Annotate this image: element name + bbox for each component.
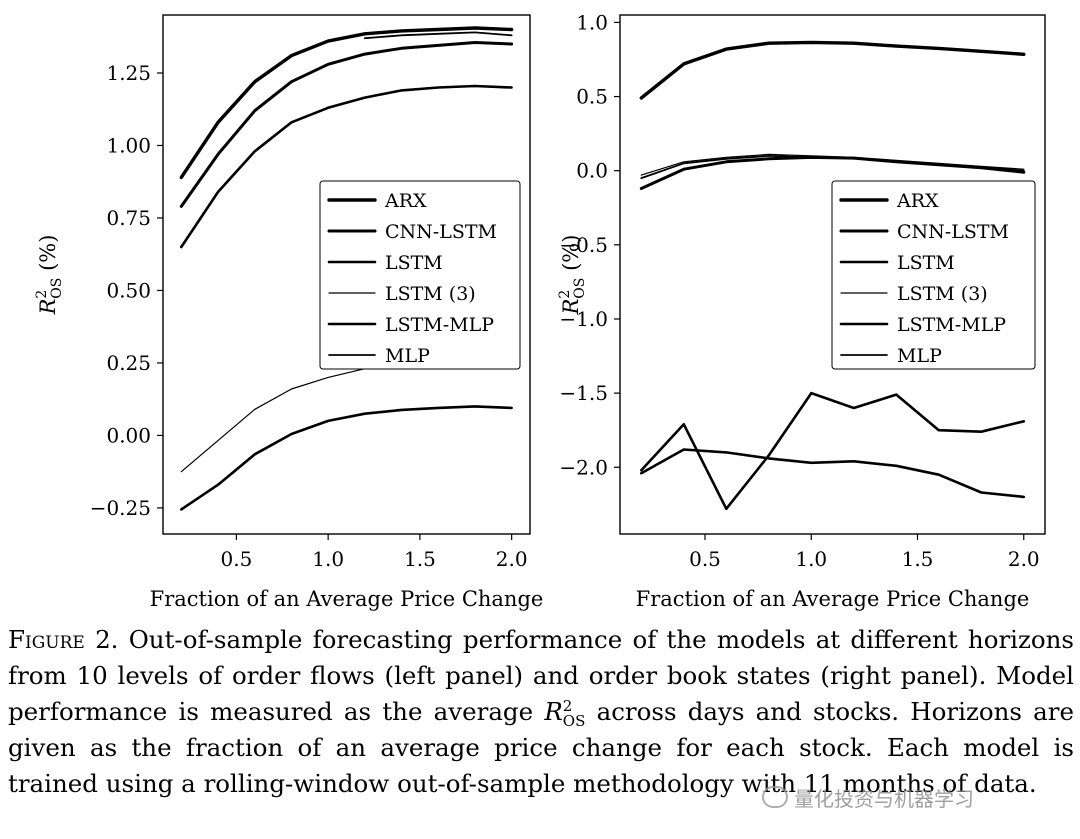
x-tick-label: 2.0: [496, 547, 528, 571]
legend-label: LSTM-MLP: [385, 314, 494, 336]
legend-label: MLP: [897, 345, 942, 367]
series-line-mlp: [640, 155, 1025, 179]
watermark: 量化投资与机器学习: [762, 780, 1062, 814]
x-tick-label: 1.5: [902, 547, 934, 571]
y-axis-label: R2OS (%): [557, 235, 588, 316]
y-tick-label: −1.0: [559, 307, 608, 331]
x-axis-label: Fraction of an Average Price Change: [150, 587, 544, 611]
watermark-text: 量化投资与机器学习: [794, 786, 974, 811]
series-line-lstm: [180, 84, 513, 249]
legend-box: [831, 180, 1036, 370]
y-tick-label: 1.0: [576, 10, 608, 34]
legend-label: LSTM: [897, 252, 955, 274]
series-line-arx: [179, 26, 514, 180]
x-tick-label: 0.5: [689, 547, 721, 571]
y-tick-label: 0.25: [106, 351, 151, 375]
plot-frame: [619, 14, 1046, 535]
y-tick-label: −0.5: [559, 233, 608, 257]
series-line-lstm-mlp: [640, 448, 1026, 499]
y-tick-label: 1.00: [106, 133, 151, 157]
series-line-cnn-lstm: [179, 41, 514, 208]
y-tick-label: −2.0: [559, 455, 608, 479]
legend-label: ARX: [896, 190, 939, 212]
chart-panel-1: 0.5 1.0 1.5 2.0 −0.25 0.00 0.25 0.50 0.75 1.00 1.2…: [34, 14, 544, 611]
series-line-mlp: [363, 31, 513, 40]
caption-text: Out-of-sample forecasting performance of…: [8, 625, 1074, 726]
y-tick-label: 0.00: [106, 423, 151, 447]
y-tick-label: 0.0: [576, 159, 608, 183]
legend-label: LSTM (3): [385, 283, 476, 305]
series-line-lstm-mlp: [180, 405, 513, 511]
figure-caption: Figure 2. Out-of-sample forecasting perf…: [8, 622, 1074, 802]
y-tick-label: −0.25: [90, 496, 151, 520]
x-tick-label: 1.0: [312, 547, 344, 571]
legend-box: [319, 180, 521, 370]
caption-label: Figure 2.: [8, 625, 119, 654]
chart-panel-2: 0.5 1.0 1.5 2.0 −2.0 −1.5 −1.0 −0.5 0.0 0.5 1.0 Fra…: [557, 10, 1046, 611]
caption-r-sub: OS: [562, 711, 586, 730]
series-line-arx: [639, 40, 1026, 100]
figure: 0.5 1.0 1.5 2.0 −0.25 0.00 0.25 0.50 0.75 1.00 1.2…: [34, 10, 1046, 611]
legend-label: MLP: [385, 345, 430, 367]
caption-text-2: across days and stocks. Horizons are giv…: [8, 697, 1075, 798]
y-tick-label: 0.75: [106, 206, 151, 230]
y-tick-label: −1.5: [559, 381, 608, 405]
y-tick-label: 1.25: [106, 61, 151, 85]
legend-label: LSTM-MLP: [897, 314, 1006, 336]
x-tick-label: 1.5: [404, 547, 436, 571]
x-tick-label: 0.5: [220, 547, 252, 571]
legend-label: CNN-LSTM: [385, 221, 497, 243]
x-axis-label: Fraction of an Average Price Change: [636, 587, 1030, 611]
legend-label: CNN-LSTM: [897, 221, 1009, 243]
caption-r-symbol: R: [544, 697, 563, 726]
x-tick-label: 2.0: [1008, 547, 1040, 571]
x-tick-label: 1.0: [795, 547, 827, 571]
y-axis-label: R2OS (%): [34, 235, 65, 316]
series-line-lstm: [640, 391, 1026, 511]
legend: ARX CNN-LSTM LSTM LSTM (3) LSTM-MLP MLP: [319, 180, 521, 370]
legend-label: LSTM: [385, 252, 443, 274]
legend-label: LSTM (3): [897, 283, 988, 305]
y-tick-label: 0.5: [576, 85, 608, 109]
legend: ARX CNN-LSTM LSTM LSTM (3) LSTM-MLP MLP: [831, 180, 1036, 370]
legend-label: ARX: [384, 190, 427, 212]
y-tick-label: 0.50: [106, 278, 151, 302]
plot-frame: [162, 14, 531, 535]
wechat-icon: [762, 786, 788, 808]
caption-r-sup: 2: [562, 696, 573, 715]
